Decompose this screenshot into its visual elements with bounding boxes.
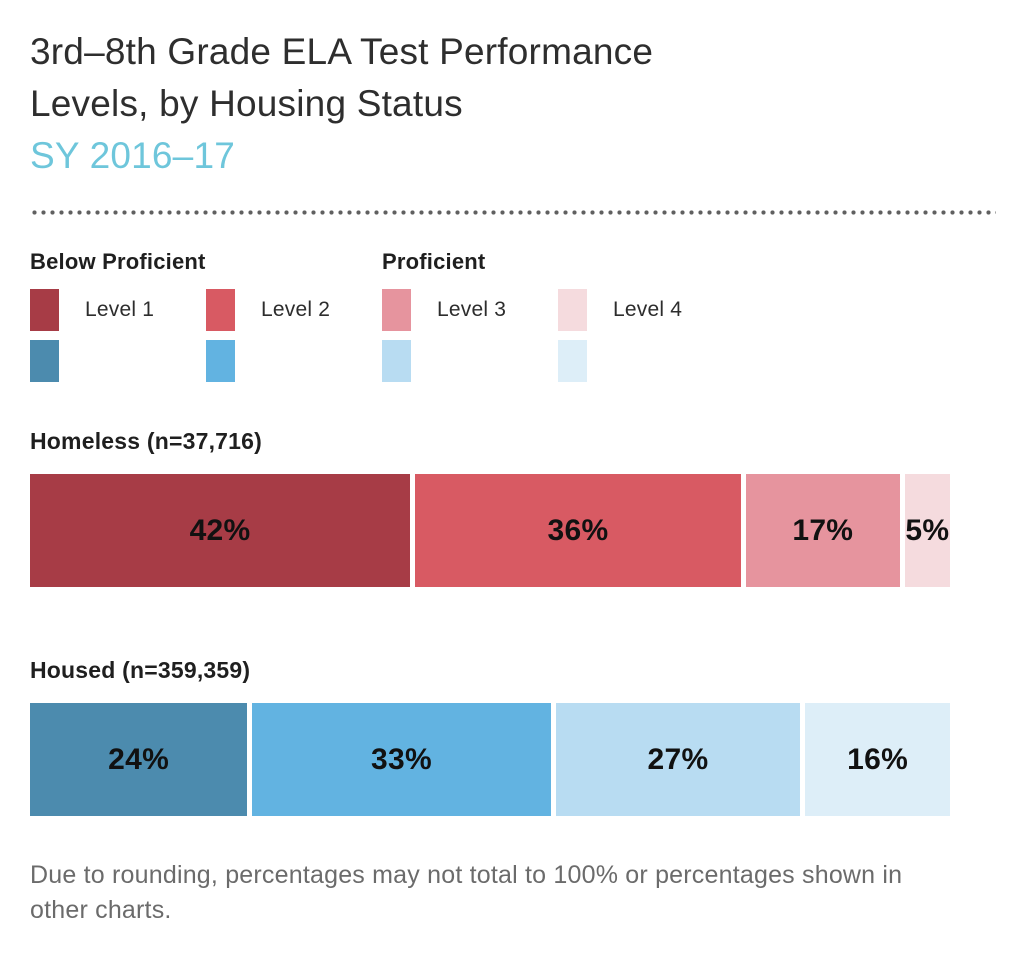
legend-swatch-red-level-4: [558, 289, 587, 331]
legend-group-proficient: Proficient: [382, 249, 486, 274]
stacked-bar: 42% 36% 17% 5%: [30, 474, 950, 587]
chart-title-line-2: Levels, by Housing Status: [30, 83, 463, 124]
legend-swatch-blue-level-3: [382, 340, 411, 382]
footnote-line-1: Due to rounding, percentages may not tot…: [30, 861, 903, 889]
bar-segment-value: 27%: [647, 742, 709, 776]
bar-segment: 42%: [30, 474, 411, 587]
series-housed: Housed (n=359,359) 24% 33% 27% 16%: [30, 657, 996, 816]
legend-swatch-red-level-3: [382, 289, 411, 331]
legend-item-blue-level-2: [206, 340, 382, 382]
bar-segment: 24%: [30, 703, 248, 816]
legend-label: Level 1: [85, 298, 155, 321]
stacked-bar: 24% 33% 27% 16%: [30, 703, 950, 816]
legend-group-headers: Below Proficient Proficient: [30, 249, 996, 275]
chart-subtitle: SY 2016–17: [30, 135, 236, 176]
dotted-divider: [30, 210, 996, 215]
bar-segment-value: 24%: [108, 742, 170, 776]
series-label-housed: Housed (n=359,359): [30, 657, 251, 683]
legend-item-level-3: Level 3: [382, 289, 558, 331]
bar-segment: 27%: [555, 703, 801, 816]
legend: Below Proficient Proficient Level 1 Leve…: [30, 249, 996, 382]
bar-segment-value: 33%: [371, 742, 432, 776]
bar-segment: 33%: [252, 703, 551, 816]
legend-swatch-blue-level-1: [30, 340, 59, 382]
legend-label: Level 4: [613, 298, 683, 321]
series-homeless: Homeless (n=37,716) 42% 36% 17% 5%: [30, 428, 996, 587]
bar-segment-value: 36%: [547, 513, 609, 547]
legend-row-red: Level 1 Level 2 Level 3 Level 4: [30, 289, 996, 331]
footnote-line-2: other charts.: [30, 896, 172, 924]
legend-label: Level 2: [261, 298, 331, 321]
chart-page: 3rd–8th Grade ELA Test Performance Level…: [30, 26, 996, 928]
bar-segment: 5%: [904, 474, 950, 587]
legend-item-blue-level-3: [382, 340, 558, 382]
legend-swatch-blue-level-2: [206, 340, 235, 382]
bar-segment: 16%: [805, 703, 950, 816]
legend-group-below-proficient: Below Proficient: [30, 249, 206, 274]
chart-title: 3rd–8th Grade ELA Test Performance Level…: [30, 26, 996, 130]
legend-row-blue: [30, 340, 996, 382]
legend-item-level-2: Level 2: [206, 289, 382, 331]
bar-segment-value: 16%: [847, 742, 909, 776]
legend-swatch-red-level-1: [30, 289, 59, 331]
chart-title-line-1: 3rd–8th Grade ELA Test Performance: [30, 31, 654, 72]
legend-label: Level 3: [437, 298, 507, 321]
footnote: Due to rounding, percentages may not tot…: [30, 858, 996, 928]
legend-item-level-4: Level 4: [558, 289, 734, 331]
legend-item-blue-level-4: [558, 340, 734, 382]
legend-item-blue-level-1: [30, 340, 206, 382]
legend-swatch-blue-level-4: [558, 340, 587, 382]
bar-segment: 36%: [415, 474, 741, 587]
legend-swatch-red-level-2: [206, 289, 235, 331]
bar-segment: 17%: [745, 474, 900, 587]
bar-segment-value: 17%: [792, 513, 854, 547]
legend-item-level-1: Level 1: [30, 289, 206, 331]
bar-segment-value: 42%: [189, 513, 251, 547]
bar-segment-value: 5%: [905, 513, 950, 547]
series-label-homeless: Homeless (n=37,716): [30, 428, 263, 454]
